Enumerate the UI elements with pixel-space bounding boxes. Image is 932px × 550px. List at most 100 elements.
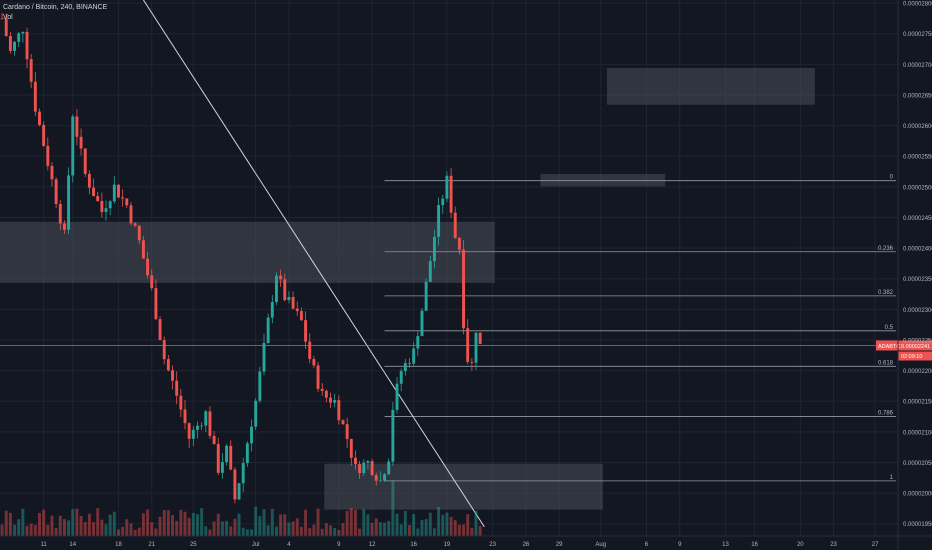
price-tick-label: 0.00002800 (903, 2, 932, 8)
candle-body (320, 388, 324, 391)
time-axis[interactable]: 11 14 18 21 25 Jul 4 9 12 16 19 23 26 29 Aug 6 9 13 16 20 23… (0, 535, 932, 548)
volume-bar (200, 508, 204, 536)
volume-bar (304, 509, 308, 536)
candle-body (445, 175, 449, 199)
candle-body (191, 429, 195, 439)
time-tick-label: 25 (190, 542, 197, 548)
candle-body (171, 370, 174, 381)
volume-bar (316, 508, 320, 536)
price-tick-label: 0.00002600 (903, 124, 932, 130)
fib-level-label: 0.786 (878, 411, 894, 417)
candle-body (466, 328, 470, 362)
volume-bar (183, 511, 187, 536)
volume-bar (233, 518, 237, 536)
candle-body (308, 341, 312, 360)
volume-bar (453, 520, 457, 536)
candle-body (295, 308, 299, 312)
price-tick-label: 0.00002150 (903, 400, 932, 406)
candle-body (21, 31, 25, 34)
volume-label: Vol (3, 14, 13, 21)
volume-bar (166, 510, 170, 536)
volume-bar (283, 514, 287, 536)
candle-body (71, 116, 75, 176)
time-tick-label: 23 (830, 542, 837, 548)
candle-body (366, 461, 370, 463)
candle-body (208, 411, 212, 436)
candle-body (432, 236, 436, 262)
volume-bar (154, 528, 158, 536)
time-tick-label: 9 (337, 542, 341, 548)
candle-body (121, 197, 125, 199)
volume-bar (462, 524, 466, 536)
candle-body (187, 423, 191, 439)
volume-bar (333, 527, 337, 536)
time-tick-label: 19 (444, 542, 451, 548)
volume-bar (50, 515, 54, 536)
volume-bar (33, 524, 37, 536)
volume-bar (241, 527, 245, 536)
volume-bar (196, 514, 199, 536)
candle-body (299, 311, 303, 321)
candle-body (304, 320, 308, 342)
volume-bar (204, 526, 208, 536)
volume-bar (8, 512, 12, 536)
volume-bar (345, 510, 349, 536)
candle-body (183, 409, 187, 424)
volume-bar (225, 520, 229, 536)
fib-level-label: 0 (890, 175, 894, 181)
volume-bar (432, 528, 436, 536)
fib-level-label: 1 (890, 475, 894, 481)
trendline (143, 0, 485, 528)
volume-bar (354, 509, 357, 536)
candle-body (362, 462, 366, 474)
candle-body (54, 179, 58, 204)
candle-body (62, 223, 66, 230)
volume-bar (250, 529, 253, 536)
volume-bar (237, 513, 241, 536)
volume-bar (158, 516, 162, 536)
volume-bar (374, 518, 378, 536)
candle-body (96, 196, 100, 201)
time-tick-label: 20 (797, 542, 804, 548)
candle-body (266, 317, 270, 343)
candle-body (329, 397, 332, 403)
volume-bar (112, 511, 116, 536)
candle-body (220, 462, 224, 473)
candle-body (25, 31, 29, 60)
volume-bar (474, 510, 478, 536)
volume-bar (403, 510, 407, 536)
volume-bar (46, 524, 50, 536)
support-resistance-zones (0, 67, 815, 510)
candle-body (370, 461, 374, 476)
candle-body (457, 237, 461, 250)
price-tick-label: 0.00001950 (903, 522, 932, 528)
volume-bar (416, 528, 420, 536)
candle-body (225, 445, 229, 463)
candle-body (420, 310, 424, 337)
candle-body (275, 275, 278, 303)
candle-body (104, 208, 108, 212)
candle-body (204, 411, 208, 426)
candle-body (387, 461, 391, 475)
candle-body (33, 81, 37, 112)
volume-bar (437, 506, 441, 536)
price-axis[interactable]: 0.00002800 0.00002750 0.00002700 0.00002650… (897, 0, 932, 550)
candle-body (125, 198, 129, 206)
candle-body (287, 297, 291, 301)
volume-bar (191, 512, 195, 536)
volume-bar (362, 509, 366, 536)
volume-bar (54, 528, 58, 536)
volume-bar (291, 521, 295, 536)
candle-body (108, 201, 112, 209)
candle-body (200, 425, 204, 427)
candle-body (462, 249, 466, 329)
candle-body (412, 348, 416, 364)
candle-body (378, 480, 382, 482)
candle-body (250, 426, 253, 444)
candle-body (478, 332, 482, 345)
volume-bar (121, 526, 125, 536)
time-tick-label: Jul (252, 542, 260, 548)
candle-body (312, 359, 316, 366)
volume-bar (341, 523, 345, 536)
